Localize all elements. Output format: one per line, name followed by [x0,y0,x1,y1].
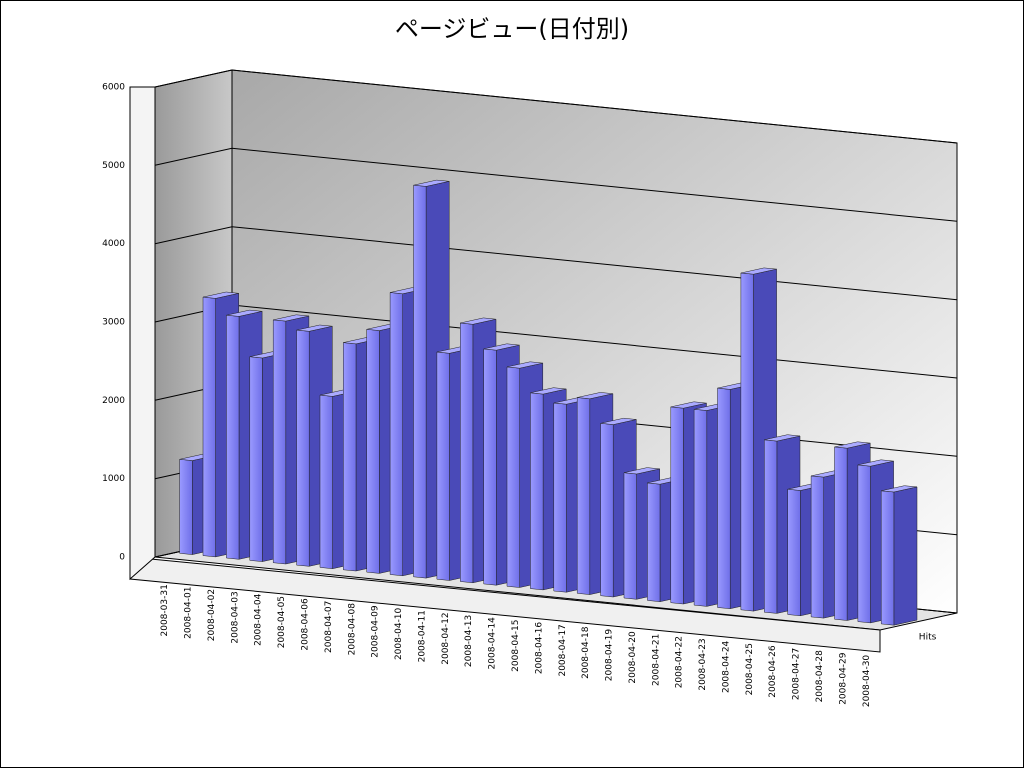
bar-front [389,292,403,577]
x-tick-label: 2008-04-03 [230,591,240,643]
x-tick-label: 2008-04-11 [417,610,427,662]
bar-front [647,482,661,602]
x-tick-label: 2008-04-09 [371,605,381,658]
bar-front [272,319,287,565]
x-tick-label: 2008-04-05 [277,596,287,648]
bar-top [881,485,918,493]
bar-front [717,387,731,609]
bar-front [506,366,520,588]
bar-top [296,324,333,332]
bar-front [343,342,357,572]
bar-front [740,272,754,612]
bar-top [530,387,567,395]
y-tick-label: 6000 [102,83,125,93]
bar-top [226,309,263,317]
bar-top [764,434,801,442]
bar-top [273,314,309,322]
bar-top [623,467,660,475]
bar-front [530,392,544,591]
bar-top [413,179,450,187]
bar-front [600,423,614,598]
x-tick-label: 2008-03-31 [160,584,170,636]
bar-top [600,417,637,425]
x-tick-label: 2008-04-08 [347,603,357,656]
bar-top [740,267,777,275]
x-tick-label: 2008-04-15 [511,620,521,672]
grid-line [154,226,958,301]
x-tick-label: 2008-04-12 [441,612,451,664]
bar-top [670,401,707,409]
x-tick-label: 2008-04-14 [488,617,498,670]
bar-top [577,392,613,400]
bar-top [857,459,894,467]
x-tick-label: 2008-04-21 [651,634,661,686]
bar-front [670,406,684,605]
bar-top [460,317,497,325]
bar-front [857,464,871,624]
x-tick-label: 2008-04-26 [768,645,778,698]
x-tick-label: 2008-04-27 [792,648,802,700]
x-tick-label: 2008-04-24 [721,640,731,693]
x-tick-label: 2008-04-02 [207,589,217,641]
bar-front [623,472,637,600]
y-tick-label: 3000 [102,318,125,328]
bar-front [202,296,216,558]
bar-front [226,314,240,560]
y-tick-label: 1000 [102,474,125,484]
x-tick-label: 2008-04-04 [254,593,264,646]
bar-front [483,348,497,586]
bar-top [834,441,871,449]
x-tick-label: 2008-04-22 [675,636,685,688]
y-tick-label: 2000 [102,396,125,406]
x-tick-label: 2008-04-17 [558,624,568,676]
bar-front [460,322,474,584]
bar-front [834,446,848,621]
y-tick-label: 0 [119,553,125,563]
y-tick-label: 5000 [102,161,125,171]
bar-top [506,361,543,369]
x-tick-label: 2008-04-16 [534,622,544,675]
x-tick-label: 2008-04-29 [838,652,848,705]
chart-title: ページビュー(日付別) [395,15,629,43]
bar-front [249,356,263,562]
y-tick-label: 4000 [102,239,125,249]
bar-front [693,409,708,607]
grid-line [154,69,958,144]
grid-line [154,147,958,222]
x-tick-label: 2008-04-07 [324,601,334,653]
bar-front [810,475,824,619]
bar-front [179,459,193,555]
x-tick-label: 2008-04-30 [862,655,872,708]
bar [880,485,918,626]
x-tick-label: 2008-04-28 [815,650,825,703]
bar-front [319,394,333,569]
x-tick-label: 2008-04-25 [745,643,755,695]
x-tick-label: 2008-04-06 [301,598,311,651]
x-tick-label: 2008-04-10 [394,607,404,660]
bar-front [553,402,567,593]
bar-side [893,486,918,626]
bar-front [366,329,380,574]
bar-front [787,488,801,617]
x-tick-label: 2008-04-19 [605,629,615,682]
bar-front [436,351,450,581]
x-tick-label: 2008-04-01 [184,587,194,639]
x-tick-label: 2008-04-13 [464,615,474,667]
bar-front [296,329,310,567]
x-tick-label: 2008-04-20 [628,631,638,684]
legend-label: Hits [919,633,937,643]
x-tick-label: 2008-04-23 [698,638,708,690]
bar-front [764,439,778,614]
x-tick-label: 2008-04-18 [581,626,591,679]
bar-front [576,397,591,595]
bar-front [413,184,427,579]
bar-top [202,291,239,299]
bar-top [483,343,520,351]
bar-front [880,490,895,626]
left-wall-edge [129,86,156,581]
